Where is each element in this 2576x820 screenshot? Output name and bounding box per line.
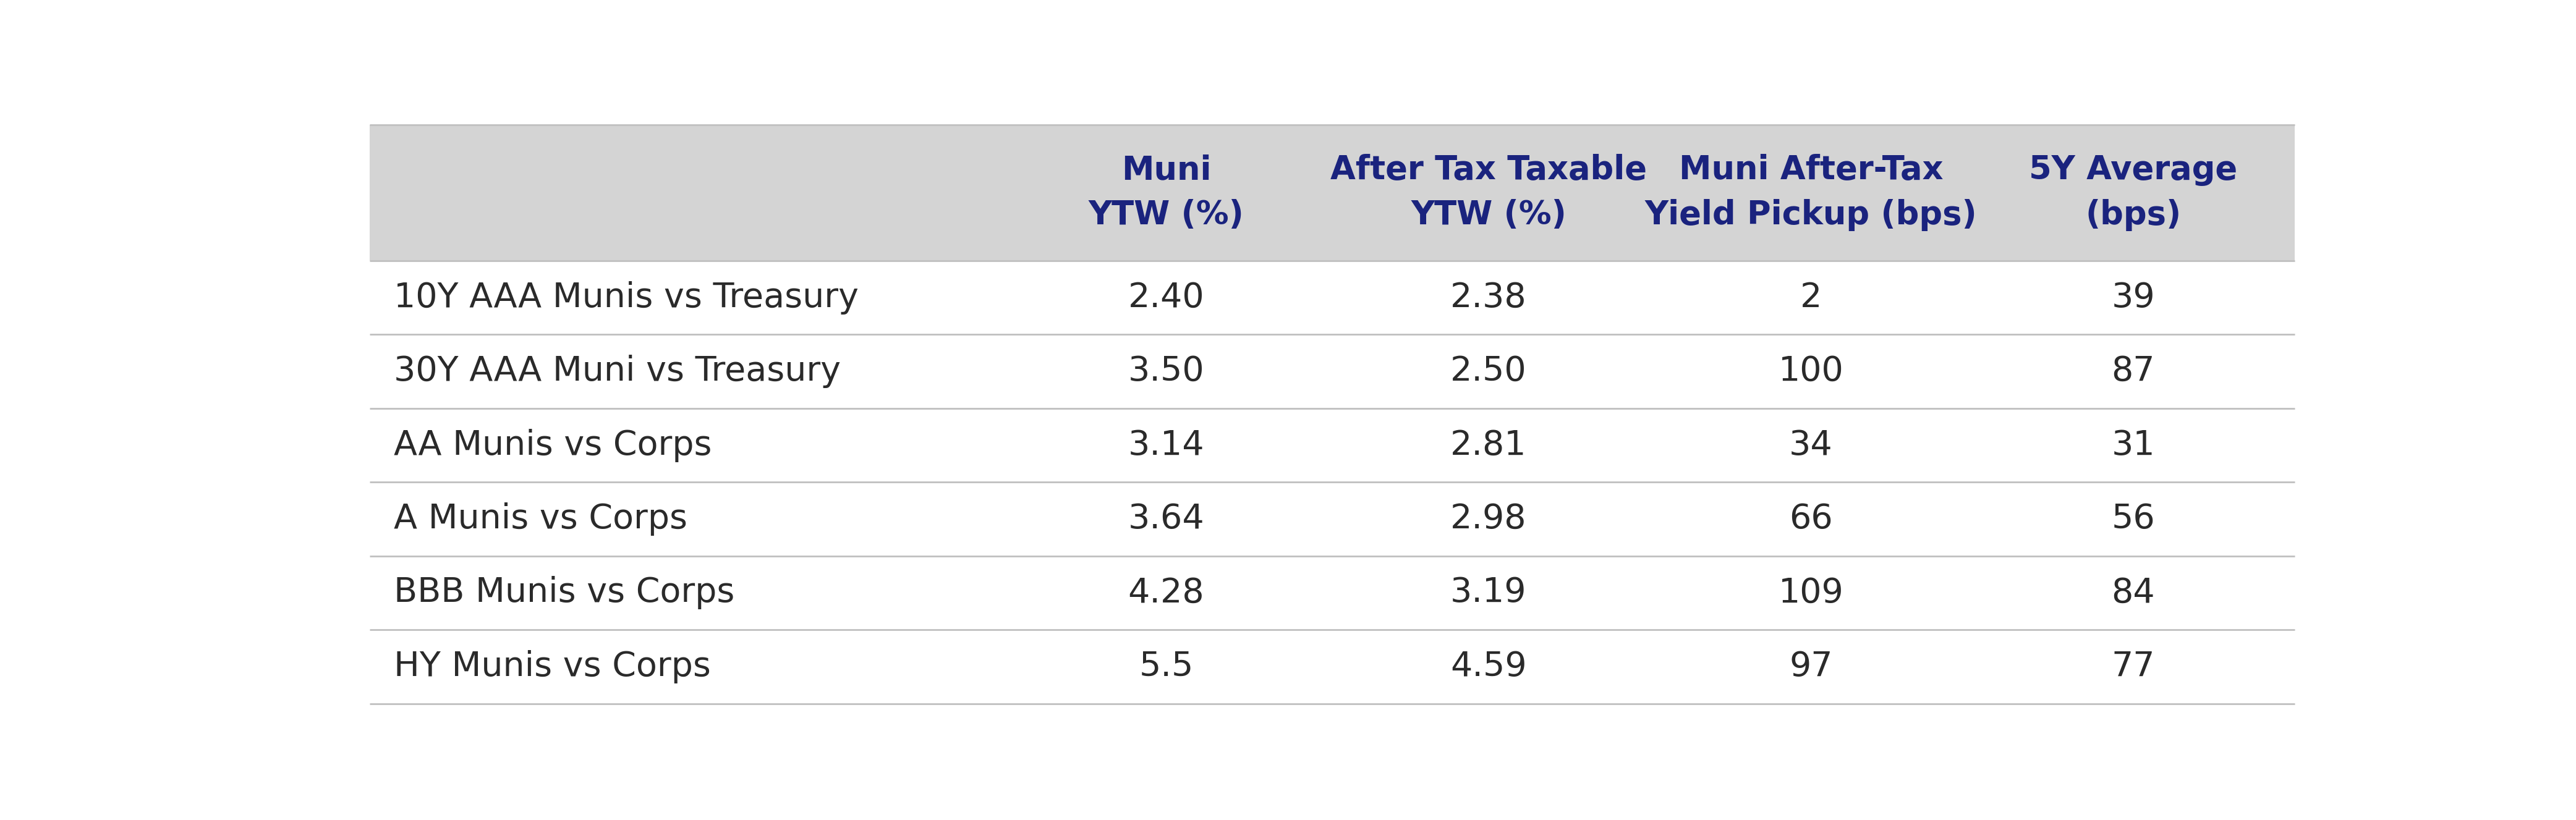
Text: 39: 39 (2112, 281, 2156, 314)
Text: 3.14: 3.14 (1128, 429, 1206, 462)
Text: 66: 66 (1790, 503, 1832, 535)
Bar (371, 630, 2295, 704)
Text: 3.50: 3.50 (1128, 355, 1206, 388)
Bar (371, 261, 2295, 335)
Text: 5.5: 5.5 (1139, 650, 1193, 683)
Text: 2.81: 2.81 (1450, 429, 1528, 462)
Text: 30Y AAA Muni vs Treasury: 30Y AAA Muni vs Treasury (394, 355, 840, 388)
Text: 84: 84 (2112, 576, 2156, 609)
Text: Muni
YTW (%): Muni YTW (%) (1090, 154, 1244, 231)
Text: 3.19: 3.19 (1450, 576, 1528, 609)
Text: AA Munis vs Corps: AA Munis vs Corps (394, 429, 711, 462)
Text: 2.40: 2.40 (1128, 281, 1206, 314)
Text: 4.59: 4.59 (1450, 650, 1528, 683)
Text: Muni After-Tax
Yield Pickup (bps): Muni After-Tax Yield Pickup (bps) (1643, 154, 1978, 231)
Text: 87: 87 (2112, 355, 2156, 388)
Text: After Tax Taxable
YTW (%): After Tax Taxable YTW (%) (1329, 154, 1646, 231)
Bar (371, 408, 2295, 482)
Bar (371, 335, 2295, 408)
Text: 4.28: 4.28 (1128, 576, 1206, 609)
Text: HY Munis vs Corps: HY Munis vs Corps (394, 650, 711, 683)
Text: 3.64: 3.64 (1128, 503, 1206, 535)
Text: 2.50: 2.50 (1450, 355, 1528, 388)
Text: 97: 97 (1790, 650, 1832, 683)
Text: A Munis vs Corps: A Munis vs Corps (394, 503, 688, 535)
Text: 34: 34 (1790, 429, 1832, 462)
Bar (371, 482, 2295, 556)
Text: 2.38: 2.38 (1450, 281, 1528, 314)
Text: 56: 56 (2112, 503, 2156, 535)
Text: 2: 2 (1801, 281, 1821, 314)
Text: 100: 100 (1777, 355, 1844, 388)
Bar (371, 125, 2295, 261)
Text: 2.98: 2.98 (1450, 503, 1528, 535)
Text: 109: 109 (1777, 576, 1844, 609)
Text: BBB Munis vs Corps: BBB Munis vs Corps (394, 576, 734, 609)
Bar (371, 556, 2295, 630)
Text: 10Y AAA Munis vs Treasury: 10Y AAA Munis vs Treasury (394, 281, 858, 314)
Text: 77: 77 (2112, 650, 2156, 683)
Text: 5Y Average
(bps): 5Y Average (bps) (2030, 154, 2239, 231)
Text: 31: 31 (2112, 429, 2156, 462)
